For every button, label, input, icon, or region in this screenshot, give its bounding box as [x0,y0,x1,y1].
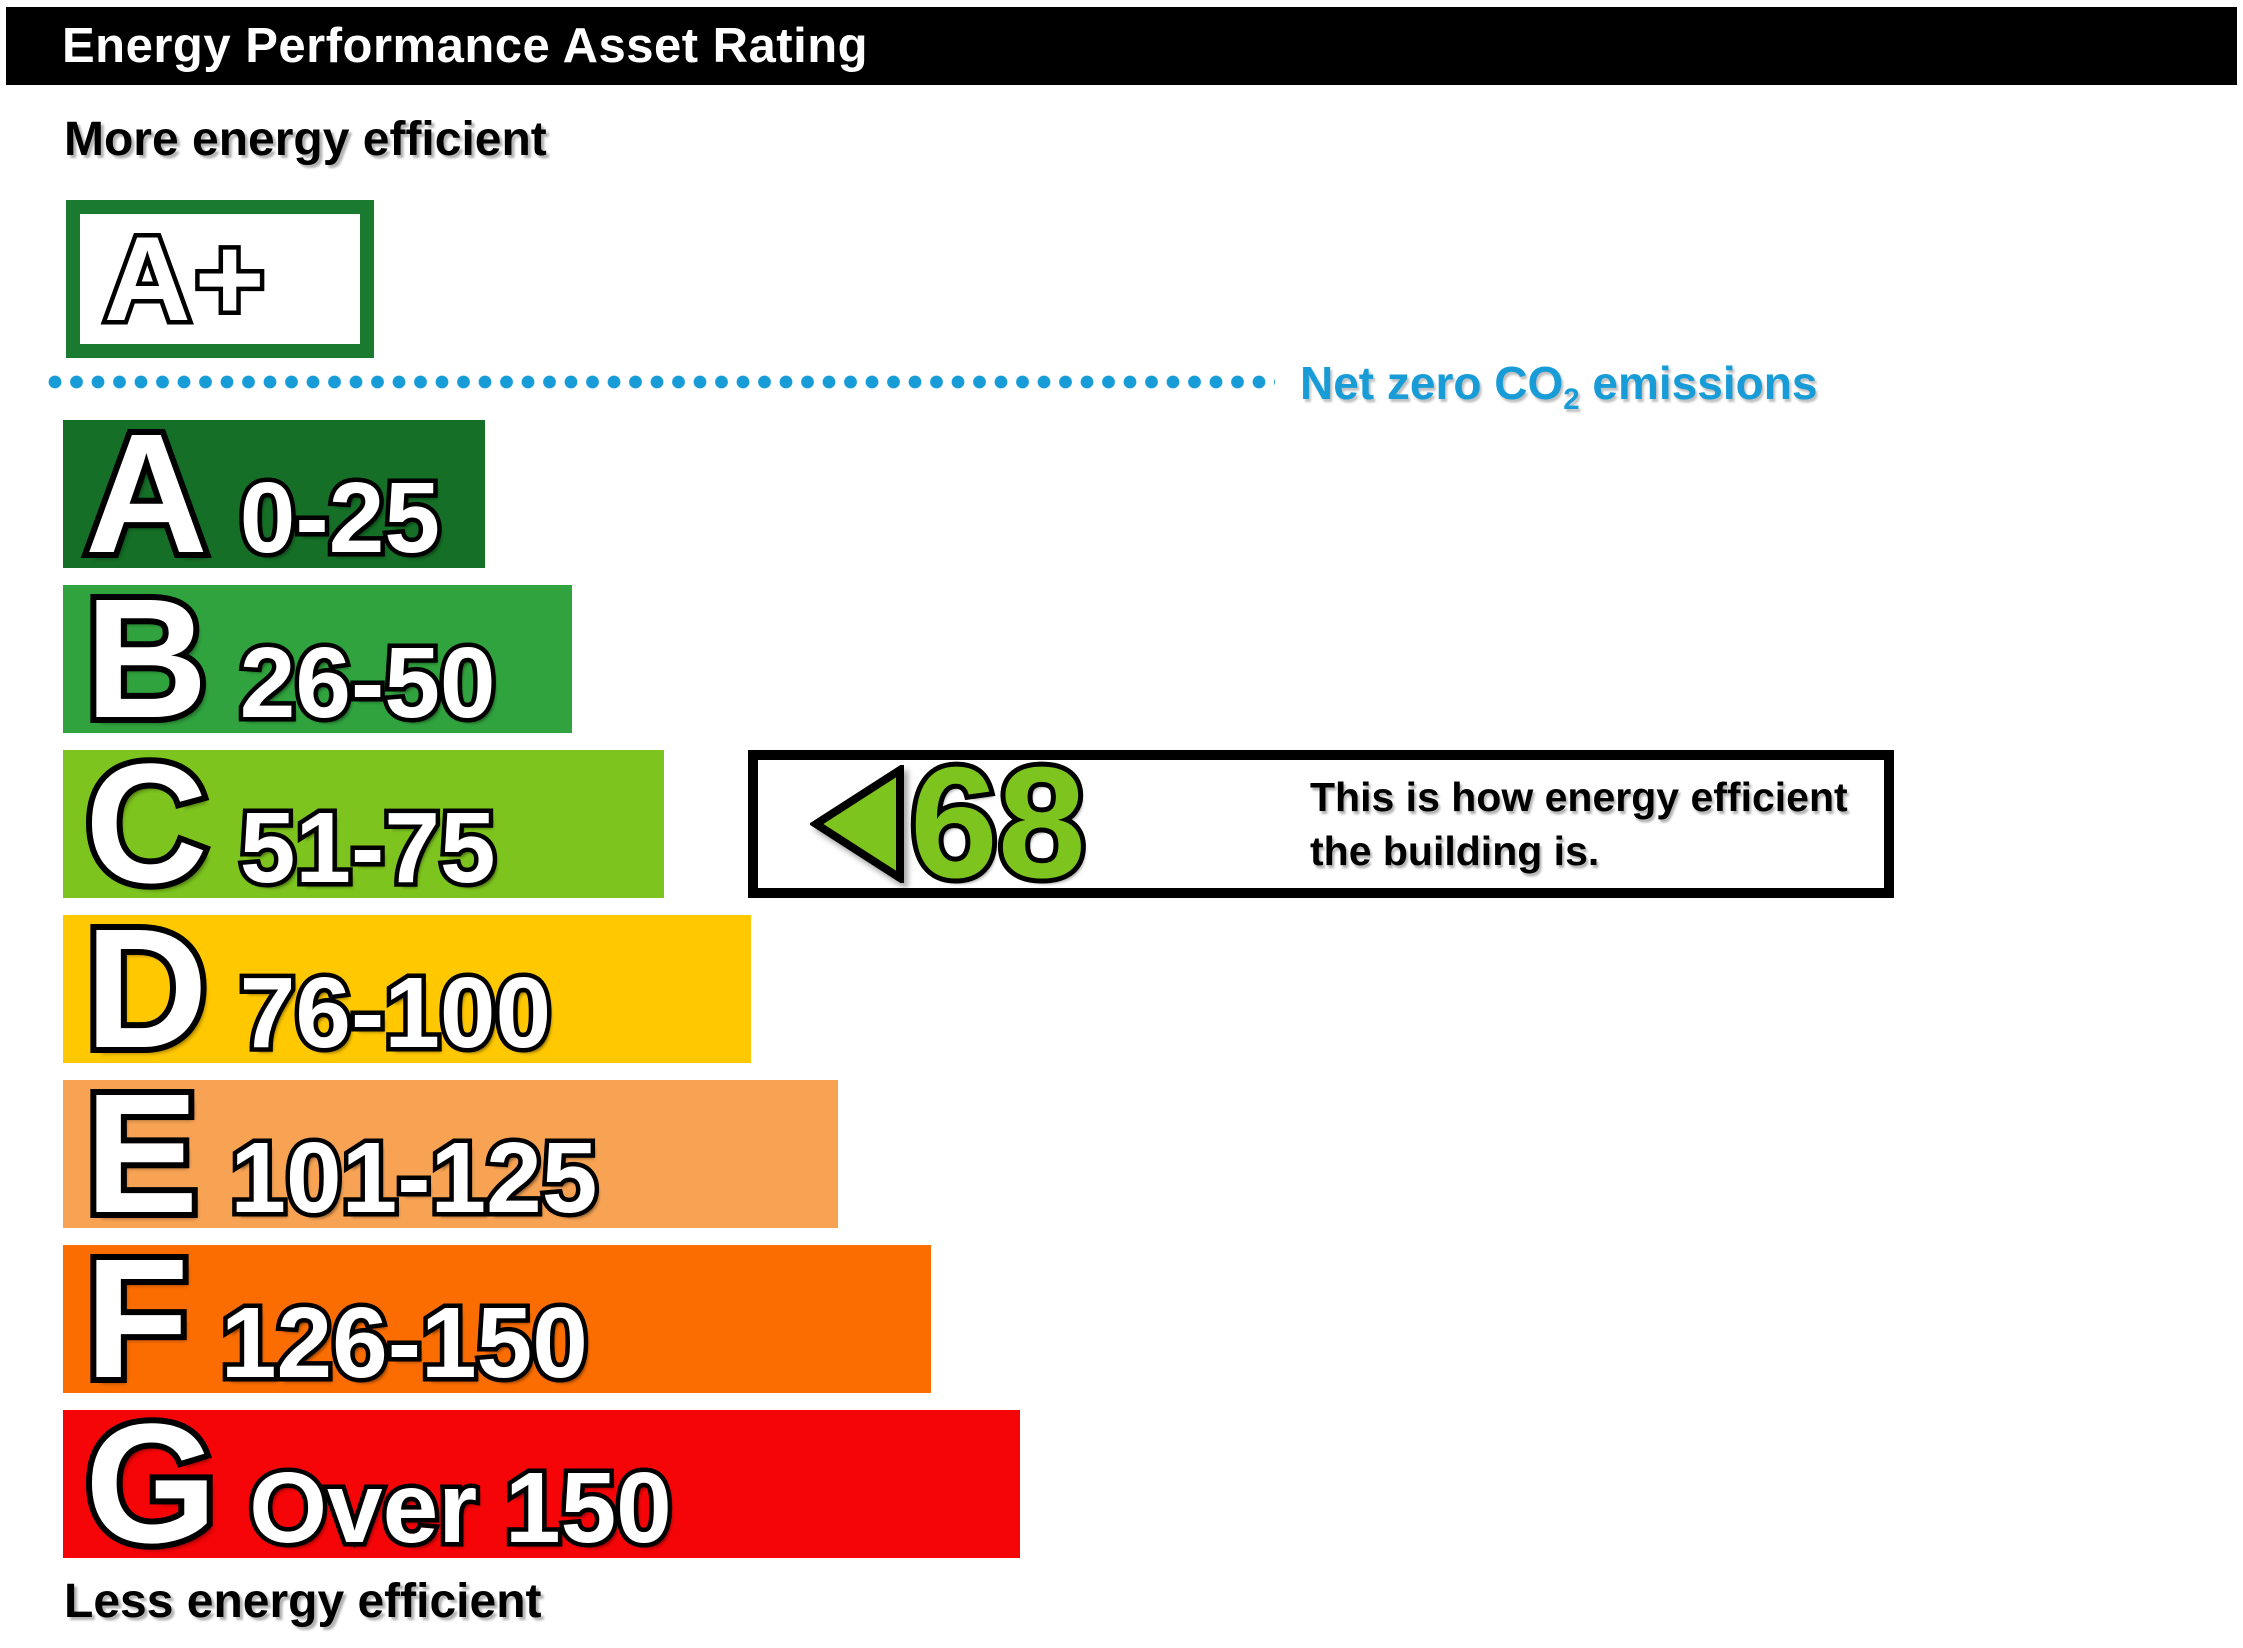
band-range: 26-50 [235,623,500,744]
band-range: 126-150 [216,1283,592,1404]
rating-description: This is how energy efficient the buildin… [1310,770,1848,878]
band-letter: A [79,399,214,589]
band-row-a: A 0-25 [63,399,485,589]
band-letter: E [79,1059,204,1249]
band-letter: G [79,1389,223,1579]
page-title: Energy Performance Asset Rating [62,19,869,73]
band-range: 51-75 [235,788,500,909]
band-letter: F [79,1224,195,1414]
band-range: 0-25 [235,458,444,579]
band-row-c: C 51-75 [63,729,664,919]
band-letter: B [79,564,214,754]
rating-indicator: 68 This is how energy efficient the buil… [748,735,1894,911]
rating-description-line1: This is how energy efficient [1310,774,1848,820]
rating-bands: A 0-25 B 26-50 C 51-75 D 76-100 E 101-12… [63,399,1020,1579]
net-zero-text-post: emissions [1579,357,1818,409]
band-row-f: F 126-150 [63,1224,931,1414]
net-zero-subscript: 2 [1563,383,1580,417]
band-range: 76-100 [235,953,555,1074]
band-row-g: G Over 150 [63,1389,1020,1579]
header-bar: Energy Performance Asset Rating [6,7,2237,85]
band-a-plus-label: A+ [100,212,270,346]
rating-pointer-icon [810,765,904,883]
rating-description-line2: the building is. [1310,828,1600,874]
net-zero-text-pre: Net zero CO [1300,357,1564,409]
rating-value: 68 [905,735,1091,911]
band-row-e: E 101-125 [63,1059,838,1249]
less-efficient-label: Less energy efficient [64,1575,542,1628]
band-letter: D [79,894,214,1084]
net-zero-dotted-line [47,374,1275,390]
band-letter: C [79,729,214,919]
band-row-d: D 76-100 [63,894,751,1084]
band-row-b: B 26-50 [63,564,572,754]
net-zero-label: Net zero CO2 emissions [1300,356,1817,417]
band-range: 101-125 [226,1118,602,1239]
more-efficient-label: More energy efficient [64,113,547,166]
band-range: Over 150 [245,1448,677,1569]
band-a-plus: A+ [66,200,374,358]
